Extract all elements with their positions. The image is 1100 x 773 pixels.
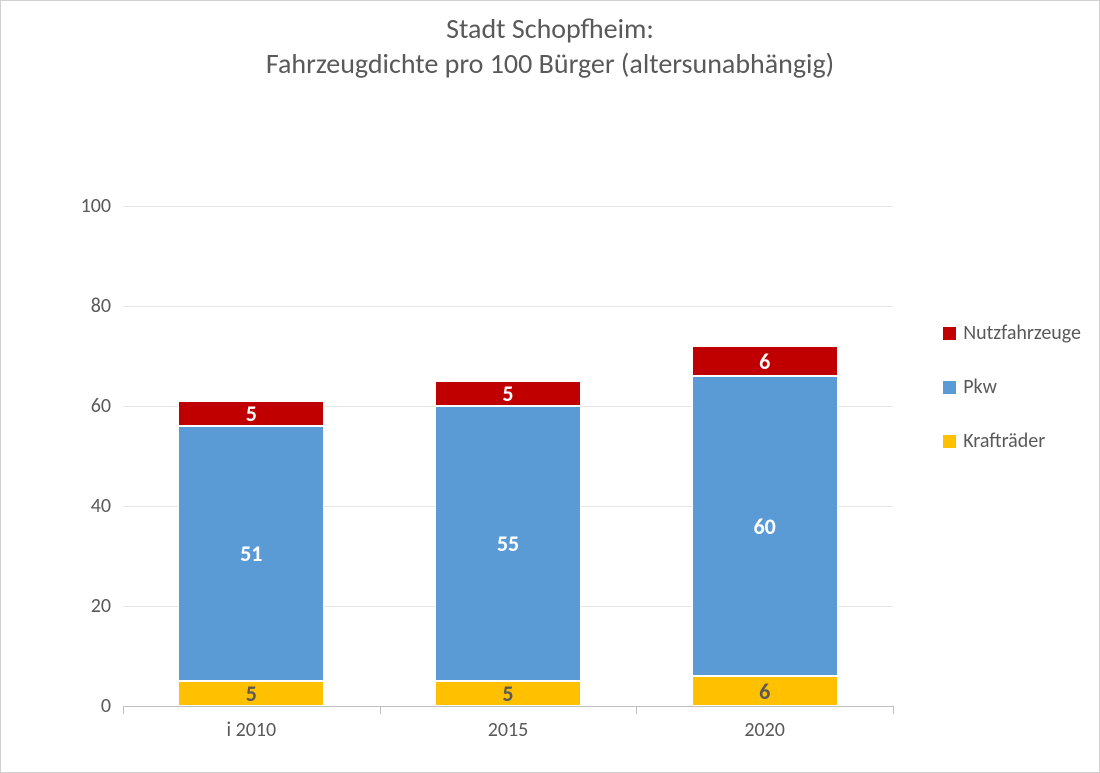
- bar-segment-nutzfahrzeuge: 5: [435, 381, 581, 406]
- gridline: [123, 306, 893, 307]
- y-tick-label: 80: [91, 294, 123, 318]
- legend-label: Nutzfahrzeuge: [963, 321, 1081, 345]
- legend-swatch: [943, 381, 956, 394]
- legend-item-nutzfahrzeuge: Nutzfahrzeuge: [943, 321, 1081, 345]
- chart-title: Stadt Schopfheim: Fahrzeugdichte pro 100…: [1, 11, 1099, 81]
- y-tick-label: 100: [81, 194, 123, 218]
- x-tick-label: 2015: [488, 706, 529, 742]
- title-line-2: Fahrzeugdichte pro 100 Bürger (altersuna…: [1, 46, 1099, 81]
- legend-item-pkw: Pkw: [943, 375, 1081, 399]
- bar-segment-label: 5: [246, 400, 257, 427]
- bar-segment-label: 51: [240, 540, 262, 567]
- x-tick-label: 2020: [744, 706, 785, 742]
- y-tick-label: 0: [101, 694, 123, 718]
- bar-segment-pkw: 60: [692, 376, 838, 676]
- bar-segment-label: 5: [246, 680, 257, 707]
- x-tick-mark: [123, 706, 124, 714]
- y-tick-label: 40: [91, 494, 123, 518]
- legend-item-krafträder: Krafträder: [943, 429, 1081, 453]
- legend: Nutzfahrzeuge Pkw Krafträder: [943, 321, 1081, 453]
- bar-stack: 5 51 5: [178, 401, 324, 706]
- bar-segment-label: 6: [759, 348, 770, 375]
- y-tick-label: 20: [91, 594, 123, 618]
- bar-segment-nutzfahrzeuge: 6: [692, 346, 838, 376]
- bar-segment-label: 60: [754, 513, 776, 540]
- bar-segment-krafträder: 6: [692, 676, 838, 706]
- legend-label: Krafträder: [963, 429, 1045, 453]
- bar-segment-krafträder: 5: [435, 681, 581, 706]
- x-tick-mark: [893, 706, 894, 714]
- bar-segment-label: 5: [502, 680, 513, 707]
- legend-swatch: [943, 327, 956, 340]
- x-tick-mark: [636, 706, 637, 714]
- bar-segment-nutzfahrzeuge: 5: [178, 401, 324, 426]
- legend-swatch: [943, 435, 956, 448]
- plot-area: 020406080100i 201055152015555520206606: [123, 156, 893, 706]
- bar-segment-krafträder: 5: [178, 681, 324, 706]
- x-tick-label: i 2010: [226, 706, 276, 742]
- gridline: [123, 206, 893, 207]
- bar-segment-label: 5: [502, 380, 513, 407]
- bar-segment-label: 55: [497, 530, 519, 557]
- y-tick-label: 60: [91, 394, 123, 418]
- bar-segment-label: 6: [759, 678, 770, 705]
- chart-frame: Stadt Schopfheim: Fahrzeugdichte pro 100…: [0, 0, 1100, 773]
- title-line-1: Stadt Schopfheim:: [1, 11, 1099, 46]
- bar-stack: 5555: [435, 381, 581, 706]
- x-tick-mark: [380, 706, 381, 714]
- bar-segment-pkw: 51: [178, 426, 324, 681]
- bar-segment-pkw: 55: [435, 406, 581, 681]
- legend-label: Pkw: [963, 375, 997, 399]
- bar-stack: 6 60 6: [692, 346, 838, 706]
